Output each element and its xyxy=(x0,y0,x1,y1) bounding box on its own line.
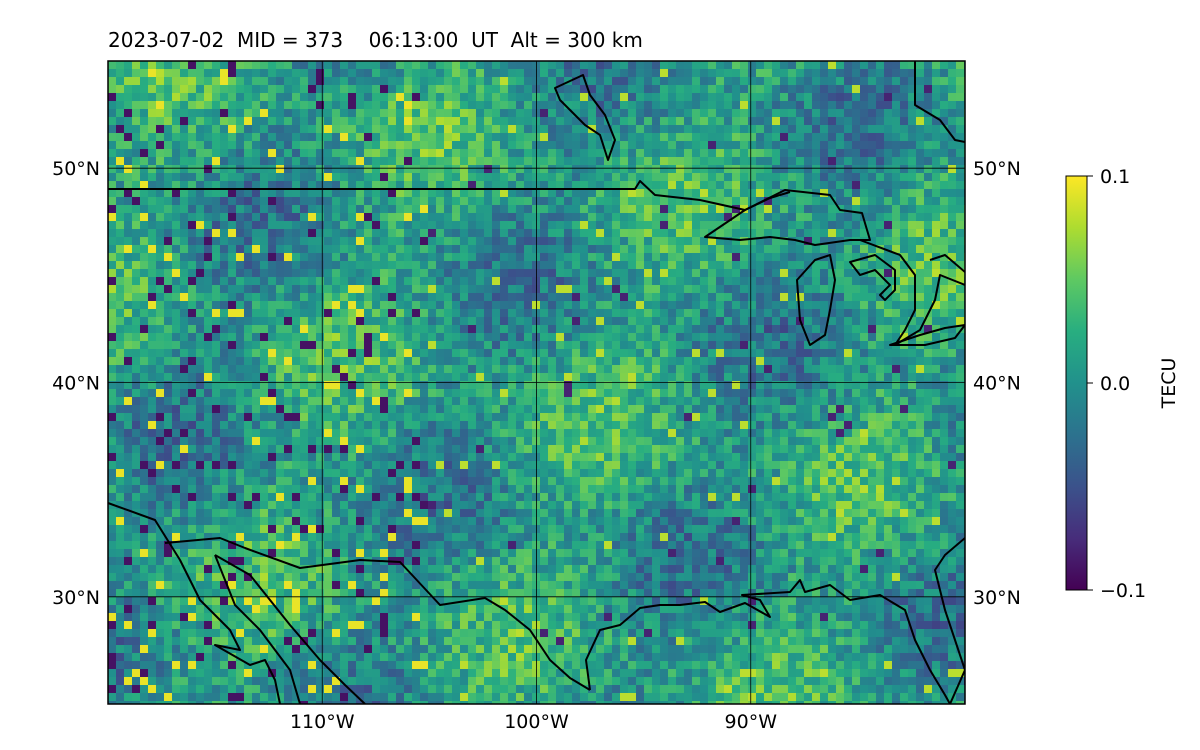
coastlines xyxy=(108,61,965,704)
latitude-label: 40°N xyxy=(52,373,100,395)
quebec-border xyxy=(914,61,965,143)
longitude-label: 90°W xyxy=(725,711,778,733)
gridlines xyxy=(108,61,965,704)
latitude-labels-right: 50°N 40°N 30°N xyxy=(973,158,1021,609)
lake-erie xyxy=(889,324,965,346)
latitude-label: 50°N xyxy=(973,158,1021,180)
colorbar-tick-label: 0.0 xyxy=(1100,373,1130,395)
latitude-label: 30°N xyxy=(52,587,100,609)
tec-raster xyxy=(108,61,965,704)
map-frame xyxy=(107,60,966,705)
latitude-label: 30°N xyxy=(973,587,1021,609)
longitude-label: 100°W xyxy=(504,711,569,733)
colorbar-ticks: 0.1 0.0 −0.1 xyxy=(1087,166,1146,602)
gulf-of-california xyxy=(214,554,301,704)
colorbar: 0.1 0.0 −0.1 TECU xyxy=(1065,166,1180,602)
michigan-shore xyxy=(859,239,965,346)
map-title: 2023-07-02 MID = 373 06:13:00 UT Alt = 3… xyxy=(108,28,643,52)
latitude-label: 40°N xyxy=(973,373,1021,395)
colorbar-label: TECU xyxy=(1158,358,1180,410)
lake-michigan xyxy=(796,254,836,346)
hudson-bay-coast xyxy=(554,74,616,161)
baja-coast xyxy=(108,502,281,704)
mexico-pacific-coast xyxy=(214,554,366,704)
us-mexico-border xyxy=(164,537,591,691)
colorbar-tick-label: 0.1 xyxy=(1100,166,1130,188)
florida-coast xyxy=(934,537,965,704)
latitude-label: 50°N xyxy=(52,158,100,180)
colorbar-tick-label: −0.1 xyxy=(1100,580,1146,602)
colorbar-gradient xyxy=(1065,175,1088,591)
lake-superior xyxy=(704,189,871,246)
longitude-label: 110°W xyxy=(290,711,355,733)
ontario-border xyxy=(929,254,965,273)
longitude-labels: 110°W 100°W 90°W xyxy=(290,711,777,733)
latitude-labels-left: 50°N 40°N 30°N xyxy=(52,158,100,609)
lake-huron xyxy=(849,254,896,301)
